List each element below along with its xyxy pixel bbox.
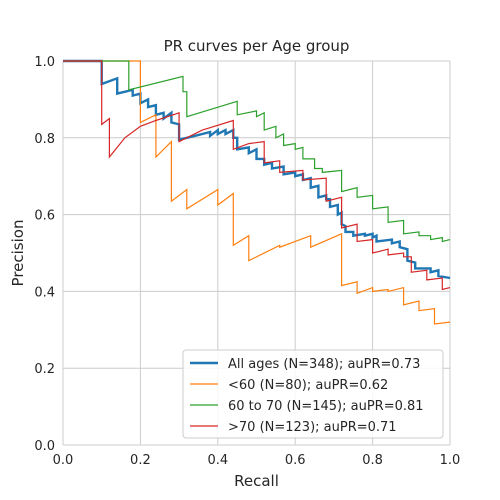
y-tick-label: 0.4 [34,285,55,300]
x-axis-label: Recall [234,472,279,490]
x-tick-label: 0.6 [285,453,306,468]
y-tick-label: 0.8 [34,132,55,147]
legend-label: <60 (N=80); auPR=0.62 [228,378,388,393]
y-tick-label: 0.6 [34,209,55,224]
y-tick-label: 1.0 [34,55,55,70]
legend-label: All ages (N=348); auPR=0.73 [228,357,420,372]
y-tick-label: 0.2 [34,362,55,377]
y-axis-label: Precision [9,220,27,287]
x-tick-label: 0.4 [207,453,228,468]
x-tick-label: 1.0 [440,453,461,468]
legend-label: 60 to 70 (N=145); auPR=0.81 [228,399,424,414]
legend: All ages (N=348); auPR=0.73 <60 (N=80); a… [183,350,443,438]
chart-title: PR curves per Age group [164,37,350,55]
legend-label: >70 (N=123); auPR=0.71 [228,420,397,435]
x-tick-label: 0.2 [130,453,151,468]
y-tick-label: 0.0 [34,439,55,454]
x-tick-label: 0.0 [53,453,74,468]
x-tick-label: 0.8 [362,453,383,468]
